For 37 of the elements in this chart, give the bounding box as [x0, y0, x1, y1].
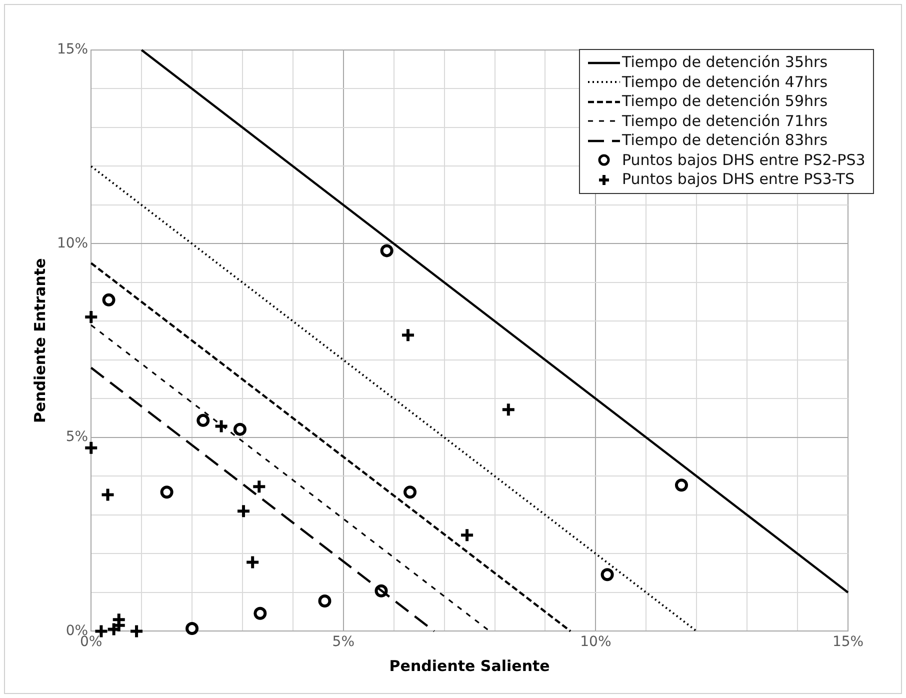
- legend-label: Tiempo de detención 47hrs: [622, 72, 828, 92]
- legend-label: Tiempo de detención 83hrs: [622, 131, 828, 150]
- point: [196, 414, 210, 427]
- point: [252, 479, 267, 494]
- point: [318, 594, 332, 608]
- point: [129, 624, 144, 639]
- point: [254, 606, 267, 620]
- legend-label: Puntos bajos DHS entre PS2-PS3: [622, 150, 866, 170]
- x-axis-title: Pendiente Saliente: [389, 656, 550, 675]
- point: [236, 504, 252, 519]
- point: [404, 486, 417, 499]
- point: [100, 487, 116, 502]
- y-tick-label: 15%: [56, 42, 88, 58]
- x-tick-label: 5%: [332, 634, 355, 650]
- point: [186, 622, 199, 635]
- y-tick-label: 5%: [66, 429, 88, 446]
- legend-label: Puntos bajos DHS entre PS3-TS: [622, 170, 854, 190]
- point: [102, 293, 116, 306]
- y-axis-title: Pendiente Entrante: [30, 258, 49, 423]
- point: [160, 486, 174, 499]
- legend-label: Tiempo de detención 71hrs: [622, 112, 828, 131]
- point: [600, 568, 614, 582]
- point: [674, 478, 688, 492]
- y-tick-label: 10%: [56, 235, 88, 252]
- point: [84, 440, 99, 456]
- point: [460, 528, 475, 543]
- point: [233, 422, 246, 436]
- point: [214, 418, 229, 434]
- point: [380, 244, 394, 258]
- legend-label: Tiempo de detención 35hrs: [622, 53, 828, 72]
- point: [245, 554, 260, 570]
- legend-label: Tiempo de detención 59hrs: [622, 92, 828, 112]
- point: [400, 328, 416, 343]
- x-tick-label: 10%: [580, 634, 612, 650]
- point: [84, 309, 99, 324]
- point: [500, 402, 516, 418]
- x-tick-label: 15%: [832, 634, 864, 650]
